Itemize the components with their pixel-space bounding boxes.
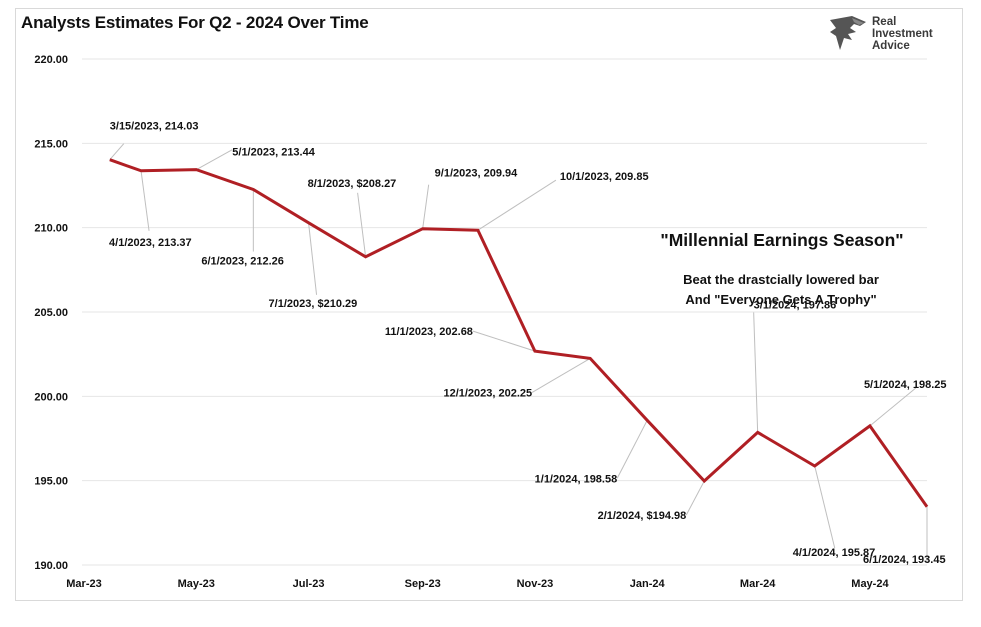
leader-line xyxy=(869,387,917,427)
data-label: 8/1/2023, $208.27 xyxy=(308,178,397,190)
leader-line xyxy=(308,222,318,295)
y-tick-label: 195.00 xyxy=(34,476,68,488)
y-tick-label: 210.00 xyxy=(34,223,68,235)
y-axis-ticks: 190.00 195.00 200.00 205.00 210.00 215.00 220.… xyxy=(34,54,68,572)
x-tick-label: May-23 xyxy=(178,578,215,590)
data-label: 5/1/2024, 198.25 xyxy=(864,379,947,391)
leader-line xyxy=(422,184,430,229)
leader-line xyxy=(472,330,536,352)
x-tick-label: Mar-23 xyxy=(66,578,101,590)
label-leader-lines xyxy=(109,143,928,563)
series-line-group xyxy=(109,158,929,508)
data-label: 6/1/2024, 193.45 xyxy=(863,554,946,566)
data-label: 10/1/2023, 209.85 xyxy=(560,171,649,183)
annotation-group: "Millennial Earnings Season" Beat the dra… xyxy=(660,230,903,307)
data-label: 4/1/2024, 195.87 xyxy=(793,547,876,559)
chart-title: Analysts Estimates For Q2 - 2024 Over Ti… xyxy=(21,13,369,32)
data-label: 1/1/2024, 198.58 xyxy=(535,473,618,485)
data-label: 5/1/2023, 213.44 xyxy=(232,147,315,159)
data-label: 11/1/2023, 202.68 xyxy=(385,326,473,338)
leader-line xyxy=(685,480,705,516)
data-label: 4/1/2023, 213.37 xyxy=(109,237,192,249)
leader-line xyxy=(140,170,150,231)
eagle-icon xyxy=(830,16,866,50)
annotation-line: And "Everyone Gets A Trophy" xyxy=(685,292,876,307)
logo-line: Investment xyxy=(872,28,933,40)
data-label: 3/1/2024, 197.86 xyxy=(754,299,837,311)
y-tick-label: 205.00 xyxy=(34,307,68,319)
x-axis-ticks: Mar-23 May-23 Jul-23 Sep-23 Nov-23 Jan-24 Mar-… xyxy=(66,578,889,590)
leader-line xyxy=(196,149,233,171)
data-label: 3/15/2023, 214.03 xyxy=(110,121,199,133)
data-label: 7/1/2023, $210.29 xyxy=(269,298,358,310)
y-tick-label: 190.00 xyxy=(34,560,68,572)
logo-text: Real Investment Advice xyxy=(872,16,933,52)
x-tick-label: Jul-23 xyxy=(293,578,325,590)
logo-line: Real xyxy=(872,16,897,28)
leader-line xyxy=(531,357,591,393)
logo-line: Advice xyxy=(872,40,910,52)
y-tick-label: 215.00 xyxy=(34,138,68,150)
data-labels: 3/15/2023, 214.03 4/1/2023, 213.37 5/1/202… xyxy=(109,121,946,566)
gridlines xyxy=(82,58,927,566)
leader-line xyxy=(109,143,125,161)
data-label: 2/1/2024, $194.98 xyxy=(598,510,687,522)
leader-line xyxy=(357,192,367,257)
leader-line xyxy=(753,312,759,433)
chart-frame xyxy=(15,8,963,601)
real-investment-advice-logo xyxy=(826,14,946,54)
x-tick-label: Nov-23 xyxy=(517,578,554,590)
annotation-line: Beat the drastcially lowered bar xyxy=(683,272,879,287)
leader-line xyxy=(477,179,557,231)
leader-line xyxy=(616,420,648,479)
leader-line xyxy=(814,465,836,549)
x-tick-label: Mar-24 xyxy=(740,578,776,590)
y-tick-label: 220.00 xyxy=(34,54,68,66)
series-line xyxy=(109,158,929,508)
x-tick-label: Sep-23 xyxy=(405,578,441,590)
annotation-title: "Millennial Earnings Season" xyxy=(660,230,903,250)
data-label: 6/1/2023, 212.26 xyxy=(201,256,284,268)
data-label: 9/1/2023, 209.94 xyxy=(435,168,518,180)
y-tick-label: 200.00 xyxy=(34,391,68,403)
x-tick-label: May-24 xyxy=(851,578,889,590)
data-label: 12/1/2023, 202.25 xyxy=(443,387,532,399)
x-tick-label: Jan-24 xyxy=(630,578,666,590)
